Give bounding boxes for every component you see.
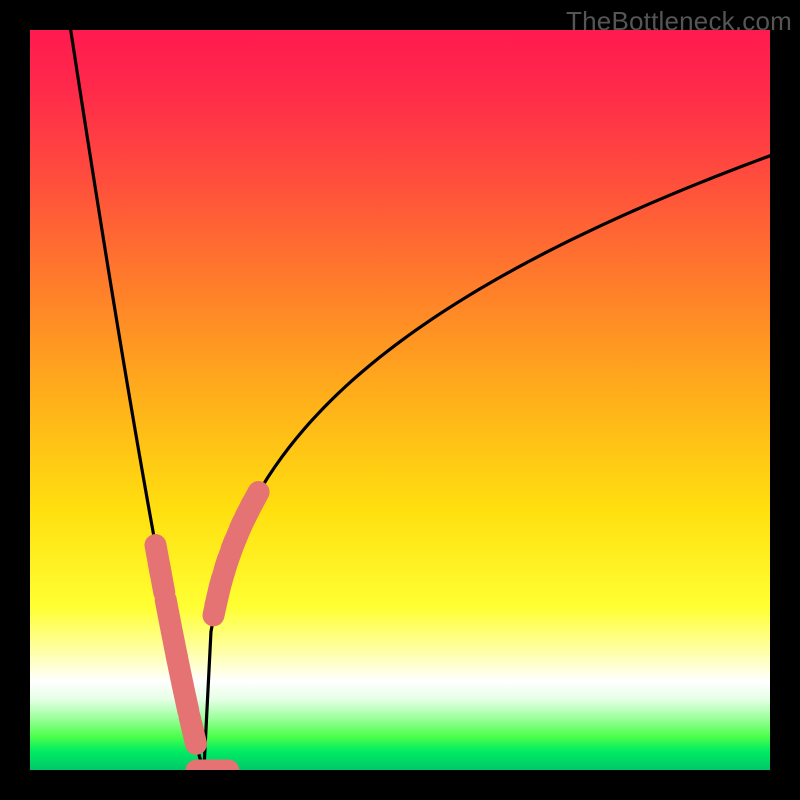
marker-left-6 [190,717,196,744]
watermark-text: TheBottleneck.com [566,6,792,37]
bottleneck-chart [0,0,800,800]
plot-area [30,30,770,770]
marker-right-6 [245,492,258,517]
marker-left-1 [159,565,164,593]
chart-root: TheBottleneck.com [0,0,800,800]
